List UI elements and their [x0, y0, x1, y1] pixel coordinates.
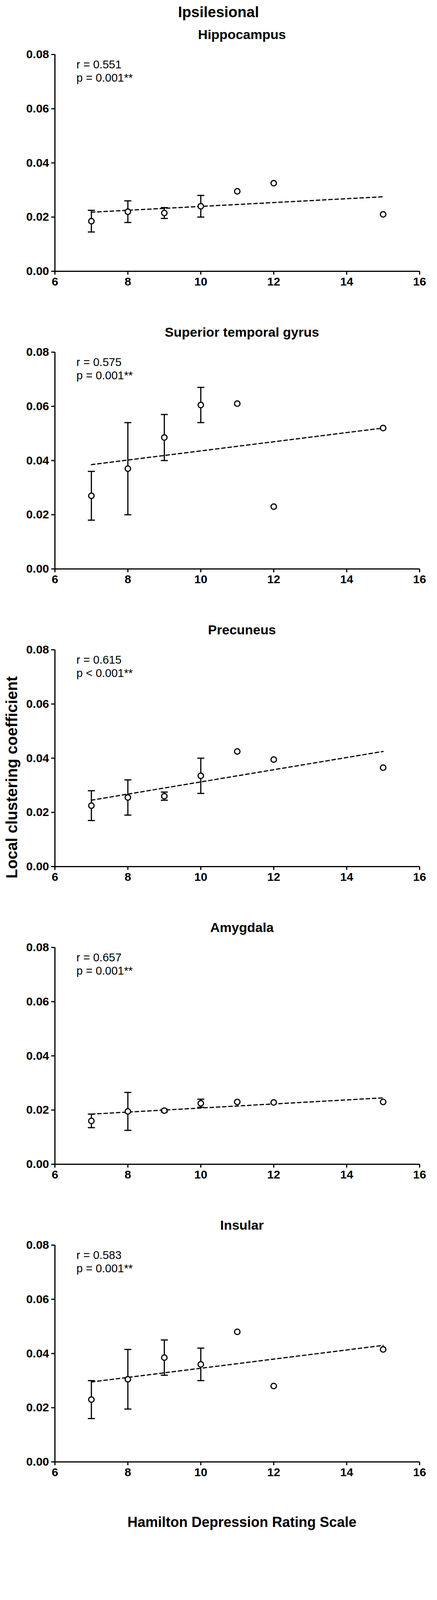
svg-text:10: 10: [194, 870, 208, 884]
svg-text:0.06: 0.06: [26, 399, 49, 413]
svg-text:0.02: 0.02: [26, 1401, 49, 1415]
svg-text:14: 14: [340, 275, 354, 289]
svg-text:0.08: 0.08: [26, 643, 49, 657]
svg-text:14: 14: [340, 1466, 354, 1480]
svg-text:r = 0.583p = 0.001**: r = 0.583p = 0.001**: [76, 1249, 133, 1276]
svg-text:0.04: 0.04: [26, 156, 50, 170]
svg-text:16: 16: [413, 1466, 427, 1480]
svg-text:r = 0.551p = 0.001**: r = 0.551p = 0.001**: [76, 58, 133, 84]
svg-text:0.06: 0.06: [26, 102, 49, 115]
svg-text:0.00: 0.00: [26, 1158, 49, 1172]
svg-text:0.02: 0.02: [26, 508, 49, 522]
svg-text:12: 12: [267, 573, 281, 586]
svg-text:16: 16: [413, 275, 427, 289]
svg-text:0.00: 0.00: [26, 264, 49, 278]
svg-text:8: 8: [124, 1466, 132, 1480]
svg-text:0.00: 0.00: [26, 860, 49, 874]
svg-text:0.08: 0.08: [26, 47, 49, 61]
svg-text:8: 8: [124, 573, 132, 586]
svg-text:10: 10: [194, 1466, 208, 1480]
svg-text:12: 12: [267, 870, 281, 884]
html-text:Local clustering coefficient: Local clustering coefficient: [2, 676, 21, 880]
svg-text:0.08: 0.08: [26, 941, 49, 955]
svg-text:0.04: 0.04: [26, 1347, 50, 1361]
svg-text:0.02: 0.02: [26, 1103, 49, 1117]
svg-text:0.06: 0.06: [26, 1293, 49, 1307]
svg-text:14: 14: [340, 870, 354, 884]
svg-text:r = 0.575p = 0.001**: r = 0.575p = 0.001**: [76, 356, 133, 382]
svg-text:10: 10: [194, 275, 208, 289]
svg-text:16: 16: [413, 870, 427, 884]
html-text:Superior temporal gyrus: Superior temporal gyrus: [164, 324, 320, 340]
html-text:Precuneus: Precuneus: [207, 622, 276, 638]
svg-text:0.02: 0.02: [26, 805, 49, 819]
svg-text:6: 6: [51, 275, 59, 289]
svg-text:14: 14: [340, 573, 354, 586]
svg-text:10: 10: [194, 1168, 208, 1182]
html-text:Amygdala: Amygdala: [210, 920, 274, 936]
html-text:Insular: Insular: [220, 1218, 264, 1234]
svg-text:0.04: 0.04: [26, 1049, 50, 1063]
svg-text:8: 8: [124, 275, 132, 289]
html-text:Hippocampus: Hippocampus: [198, 26, 286, 42]
html-text:Hamilton Depression Rating Sca: Hamilton Depression Rating Scale: [127, 1515, 357, 1532]
svg-text:16: 16: [413, 573, 427, 586]
svg-text:r = 0.657p = 0.001**: r = 0.657p = 0.001**: [76, 951, 133, 978]
svg-text:0.04: 0.04: [26, 454, 50, 468]
svg-text:0.00: 0.00: [26, 562, 49, 576]
svg-text:16: 16: [413, 1168, 427, 1182]
svg-text:14: 14: [340, 1168, 354, 1182]
svg-text:0.08: 0.08: [26, 345, 49, 359]
svg-text:8: 8: [124, 870, 132, 884]
svg-text:0.04: 0.04: [26, 752, 50, 765]
svg-text:12: 12: [267, 1466, 281, 1480]
svg-text:0.00: 0.00: [26, 1456, 49, 1469]
svg-text:0.08: 0.08: [26, 1239, 49, 1252]
svg-text:6: 6: [51, 870, 59, 884]
svg-text:r = 0.615p < 0.001**: r = 0.615p < 0.001**: [76, 653, 133, 680]
svg-text:12: 12: [267, 275, 281, 289]
svg-text:8: 8: [124, 1168, 132, 1182]
svg-text:0.06: 0.06: [26, 995, 49, 1009]
html-text:Ipsilesional: Ipsilesional: [178, 3, 259, 21]
svg-text:6: 6: [51, 1466, 59, 1480]
svg-text:12: 12: [267, 1168, 281, 1182]
svg-text:10: 10: [194, 573, 208, 586]
svg-text:6: 6: [51, 1168, 59, 1182]
svg-text:0.06: 0.06: [26, 697, 49, 711]
svg-text:0.02: 0.02: [26, 210, 49, 224]
svg-text:6: 6: [51, 573, 59, 586]
